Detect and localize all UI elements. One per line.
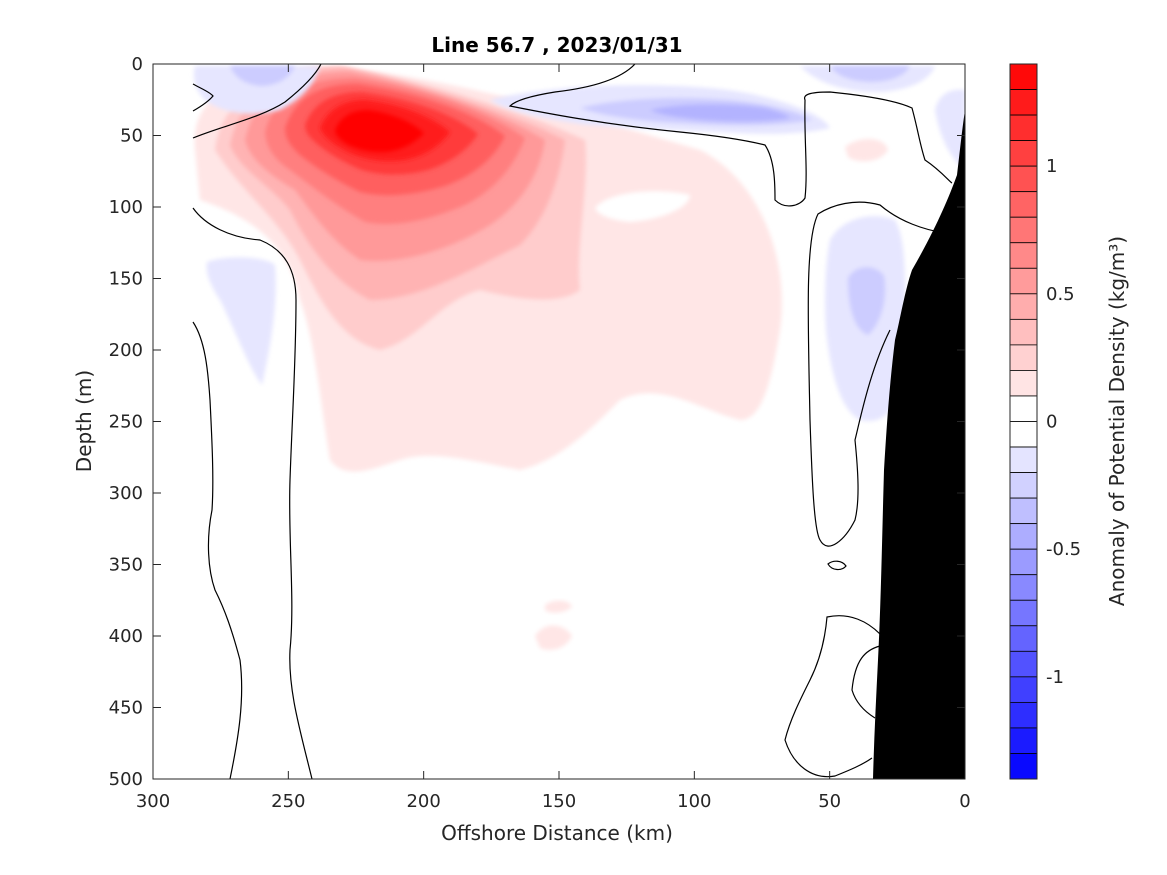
zero-contour — [192, 321, 243, 779]
colorbar-bin — [1009, 267, 1038, 295]
y-tick-label: 100 — [109, 197, 143, 218]
y-tick-label: 0 — [132, 54, 143, 75]
plot-area — [153, 64, 965, 779]
negative-anomaly-west — [206, 257, 276, 385]
zero-contours — [192, 64, 953, 779]
colorbar-bin — [1009, 63, 1038, 90]
zero-contour — [192, 207, 313, 779]
colorbar-tick-label: 1 — [1046, 156, 1057, 177]
zero-contour — [192, 64, 322, 139]
y-tick-label: 250 — [109, 412, 143, 433]
colorbar-bin — [1009, 472, 1038, 499]
zero-contour — [851, 645, 881, 719]
colorbar-bin — [1009, 676, 1038, 703]
colorbar-bin — [1009, 370, 1038, 397]
negative-anomaly-surface-east — [650, 104, 790, 122]
colorbar-bin — [1009, 89, 1038, 116]
colorbar-bin — [1009, 114, 1038, 142]
colorbar-tick-label: 0.5 — [1046, 284, 1075, 305]
bathymetry-shelf — [873, 110, 965, 779]
colorbar-bin — [1009, 216, 1038, 244]
y-tick-label: 350 — [109, 555, 143, 576]
x-tick-label: 150 — [542, 791, 576, 812]
positive-anomaly-core — [335, 110, 424, 153]
y-tick-label: 500 — [109, 769, 143, 790]
y-axis-label: Depth (m) — [72, 370, 96, 472]
zero-contour — [508, 64, 953, 207]
colorbar-bin — [1009, 753, 1038, 780]
colorbar-bin — [1009, 165, 1038, 193]
x-tick-label: 200 — [406, 791, 440, 812]
colorbar-bin — [1009, 140, 1038, 167]
colorbar-bin — [1009, 344, 1038, 371]
colorbar-bin — [1009, 625, 1038, 652]
colorbar-bin — [1009, 242, 1038, 269]
colorbar-bin — [1009, 395, 1038, 422]
x-tick-label: 300 — [136, 791, 170, 812]
anomaly-fill — [193, 66, 965, 650]
colorbar-tick-label: 0 — [1046, 412, 1057, 433]
negative-anomaly-west-surface — [193, 66, 320, 114]
x-tick-label: 100 — [677, 791, 711, 812]
colorbar-tick-label: -1 — [1046, 667, 1064, 688]
y-tick-label: 300 — [109, 483, 143, 504]
colorbar-bin — [1009, 523, 1038, 550]
colorbar-bin — [1009, 497, 1038, 525]
y-tick-label: 150 — [109, 269, 143, 290]
x-tick-label: 50 — [818, 791, 841, 812]
x-axis: 300 250 200 150 100 50 0 — [136, 64, 971, 812]
colorbar-bin — [1009, 599, 1038, 627]
colorbar-bin — [1009, 548, 1038, 576]
x-tick-label: 250 — [271, 791, 305, 812]
y-tick-label: 200 — [109, 340, 143, 361]
colorbar-bin — [1009, 191, 1038, 218]
positive-anomaly-blob — [845, 139, 888, 162]
colorbar-bin — [1009, 318, 1038, 346]
y-tick-label: 50 — [120, 126, 143, 147]
colorbar-bin — [1009, 446, 1038, 473]
y-tick-label: 400 — [109, 626, 143, 647]
y-axis: 0 50 100 150 200 250 300 350 400 450 500 — [109, 54, 965, 790]
colorbar-bin — [1009, 574, 1038, 601]
negative-anomaly-coastal-surface — [935, 89, 965, 170]
colorbar-bin — [1009, 701, 1038, 729]
x-axis-label: Offshore Distance (km) — [441, 821, 673, 845]
colorbar-label: Anomaly of Potential Density (kg/m³) — [1105, 236, 1129, 606]
negative-anomaly-shelf — [848, 267, 886, 335]
negative-anomaly-northeast-surface — [830, 66, 910, 82]
colorbar-bin — [1009, 293, 1038, 320]
zero-contour — [827, 560, 847, 571]
colorbar-bin — [1009, 650, 1038, 678]
positive-anomaly-blob — [535, 625, 572, 650]
colorbar-frame — [1009, 63, 1038, 780]
zero-contour — [807, 201, 946, 547]
y-tick-label: 450 — [109, 698, 143, 719]
negative-anomaly-west-surface — [230, 66, 295, 86]
colorbar-tick-label: -0.5 — [1046, 539, 1081, 560]
x-tick-label: 0 — [959, 791, 970, 812]
colorbar-bin — [1009, 421, 1038, 448]
chart-title: Line 56.7 , 2023/01/31 — [431, 33, 682, 57]
colorbar-bin — [1009, 727, 1038, 754]
zero-contour — [784, 615, 881, 778]
zero-anomaly-pocket — [595, 191, 690, 222]
zero-contour — [192, 83, 214, 112]
colorbar: 1 0.5 0 -0.5 -1 — [1009, 63, 1081, 780]
positive-anomaly-blob — [545, 600, 572, 613]
